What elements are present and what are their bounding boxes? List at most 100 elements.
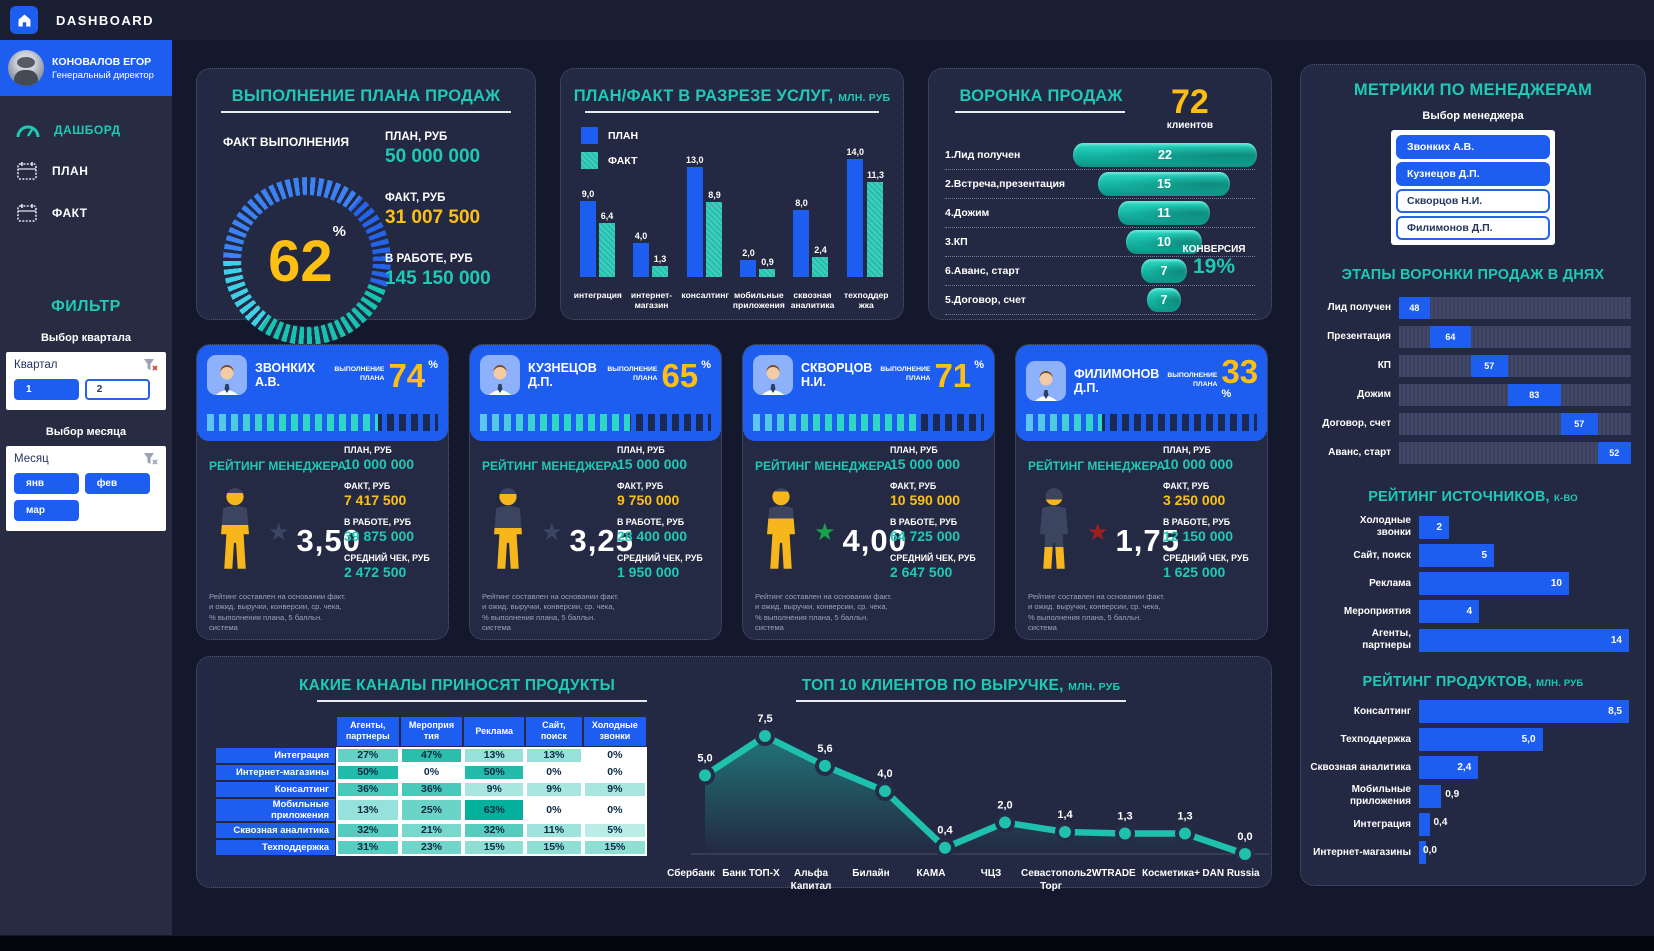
heatmap-cell: 13% <box>463 746 525 764</box>
plan-fact-panel: ПЛАН/ФАКТ В РАЗРЕЗЕ УСЛУГ, МЛН. РУБ ПЛАН… <box>560 68 904 320</box>
hbar-label: Консалтинг <box>1353 705 1411 717</box>
kpi-2: ФАКТ, РУБ 31 007 500 <box>385 192 515 229</box>
user-card[interactable]: КОНОВАЛОВ ЕГОР Генеральный директор <box>0 40 172 96</box>
month-option-2[interactable]: фев <box>84 473 150 494</box>
svg-text:2,0: 2,0 <box>997 800 1012 812</box>
completion-gauge: 62% <box>223 177 391 345</box>
heatmap-cell: 15% <box>524 838 583 856</box>
hbar-label: Техподдержка <box>1340 733 1411 745</box>
bar <box>759 269 776 277</box>
rating-value: 1,75 <box>1115 523 1180 558</box>
manager-option-1[interactable]: Звонких А.В. <box>1396 135 1550 159</box>
home-button[interactable] <box>10 6 38 34</box>
legend-item: ПЛАН <box>581 127 638 144</box>
manager-kpi-value: 7 417 500 <box>344 492 407 508</box>
funnel-days-segment: 57 <box>1470 354 1508 377</box>
month-slicer-label: Месяц <box>14 453 49 465</box>
person-rating-icon <box>221 488 249 569</box>
rating-footnote: Рейтинг составлен на основании факт. и о… <box>755 592 892 632</box>
bar-group: 9,0 6,4 <box>579 189 615 277</box>
manager-kpis: ПЛАН, РУБ 15 000 000 ФАКТ, РУБ 9 750 000 В Р… <box>617 445 709 589</box>
calendar-icon <box>17 204 37 222</box>
rating-figure: ★ 3,50 <box>209 487 436 573</box>
bar <box>686 167 703 277</box>
hbar-area: 2,4 <box>1419 756 1629 779</box>
funnel-days-segment: 48 <box>1399 296 1430 319</box>
funnel-days-segment: 57 <box>1560 412 1598 435</box>
person-rating-icon <box>494 488 522 569</box>
manager-kpi-value: 15 000 000 <box>617 456 688 472</box>
heatmap-cell: 9% <box>524 780 583 798</box>
manager-option-2[interactable]: Кузнецов Д.П. <box>1396 162 1550 186</box>
bar-column: 0,9 <box>759 257 776 277</box>
funnel-days-label: Лид получен <box>1327 302 1391 313</box>
products-title: РЕЙТИНГ ПРОДУКТОВ, МЛН. РУБ <box>1362 674 1584 690</box>
conversion-kpi: КОНВЕРСИЯ 19% <box>1182 244 1246 278</box>
heatmap-cell: 50% <box>463 763 525 781</box>
hbar-row: Реклама 10 <box>1307 572 1629 595</box>
quarter-heading: Выбор квартала <box>40 332 132 344</box>
rating-footnote: Рейтинг составлен на основании факт. и о… <box>209 592 346 632</box>
bar <box>812 256 829 277</box>
kpi-list: ПЛАН, РУБ 50 000 000 ФАКТ, РУБ 31 007 500 В … <box>385 131 515 314</box>
calendar-icon <box>17 162 37 180</box>
kpi-value: 31 007 500 <box>385 207 481 228</box>
svg-text:1,4: 1,4 <box>1057 809 1073 821</box>
completion-label: ВЫПОЛНЕНИЕ ПЛАНА <box>1167 371 1218 388</box>
funnel-stage-row: 3.КП 10 <box>945 228 1255 257</box>
funnel-bar: 7 <box>1147 288 1181 312</box>
clear-filter-icon[interactable] <box>143 358 158 372</box>
manager-select-heading: Выбор менеджера <box>1422 110 1524 122</box>
rating-figure: ★ 3,25 <box>482 487 709 573</box>
kpi-label: ФАКТ, РУБ <box>385 192 446 204</box>
hbar-area: 14 <box>1419 628 1629 652</box>
heatmap-cell: 0% <box>524 763 583 781</box>
svg-text:0,0: 0,0 <box>1237 831 1252 843</box>
sidebar-item-dashboard[interactable]: ДАШБОРД <box>0 110 172 150</box>
client-label: Банк ТОП-Х <box>722 868 780 879</box>
manager-avatar <box>480 355 520 395</box>
funnel-days-chart: Лид получен 48 Презентация 64 КП 57 Дожим 83 Дог… <box>1311 293 1631 467</box>
clear-filter-icon[interactable] <box>143 452 158 466</box>
bar-value: 2,0 <box>742 248 755 259</box>
manager-option-3[interactable]: Скворцов Н.И. <box>1396 189 1550 213</box>
person-rating-icon <box>1040 488 1068 569</box>
funnel-stage-label: 4.Дожим <box>945 207 990 219</box>
quarter-option-1[interactable]: 1 <box>14 379 79 400</box>
client-label: DAN Russia <box>1202 868 1260 879</box>
bar-column: 4,0 <box>632 231 649 277</box>
bar-group: 2,0 0,9 <box>740 248 776 277</box>
completion-progress <box>1026 414 1257 431</box>
user-role: Генеральный директор <box>52 69 154 81</box>
sidebar-item-label: ФАКТ <box>52 206 88 220</box>
funnel-bar-wrap: 7 <box>1073 259 1255 283</box>
hbar <box>1419 841 1426 864</box>
month-option-1[interactable]: янв <box>14 473 79 494</box>
quarter-option-2[interactable]: 2 <box>84 379 150 400</box>
manager-kpi: ФАКТ, РУБ 7 417 500 <box>344 481 436 508</box>
sidebar-item-fact[interactable]: ФАКТ <box>0 192 172 234</box>
manager-option-4[interactable]: Филимонов Д.П. <box>1396 216 1550 240</box>
bar-value: 13,0 <box>685 155 704 166</box>
manager-kpi-label: ФАКТ, РУБ <box>890 481 937 491</box>
manager-kpi: В РАБОТЕ, РУБ 28 400 000 <box>617 517 709 544</box>
manager-card: ФИЛИМОНОВ Д.П. ВЫПОЛНЕНИЕ ПЛАНА 33 % РЕЙТИН… <box>1015 344 1268 640</box>
manager-kpi-value: 10 590 000 <box>890 492 961 508</box>
rating-star-icon: ★ <box>541 519 563 546</box>
hbar-label: Сайт, поиск <box>1353 549 1411 561</box>
bar-group: 14,0 11,3 <box>846 147 884 277</box>
title-underline <box>584 111 880 113</box>
hbar: 5 <box>1419 544 1494 567</box>
sidebar-item-plan[interactable]: ПЛАН <box>0 150 172 192</box>
month-option-3[interactable]: мар <box>14 500 79 521</box>
manager-kpi: ФАКТ, РУБ 10 590 000 <box>890 481 982 508</box>
hbar-area: 8,5 <box>1419 700 1629 723</box>
hbar-area: 0,4 <box>1419 813 1629 836</box>
hbar-value: 0,4 <box>1433 817 1448 828</box>
rating-value: 3,25 <box>569 523 634 558</box>
funnel-stage-row: 2.Встреча,презентация 15 <box>945 170 1255 199</box>
completion-value: 71 % <box>934 356 984 394</box>
heatmap-cell: 27% <box>336 746 400 764</box>
manager-card: КУЗНЕЦОВ Д.П. ВЫПОЛНЕНИЕ ПЛАНА 65 % РЕЙТИНГ… <box>469 344 722 640</box>
hbar-area: 4 <box>1419 600 1629 623</box>
